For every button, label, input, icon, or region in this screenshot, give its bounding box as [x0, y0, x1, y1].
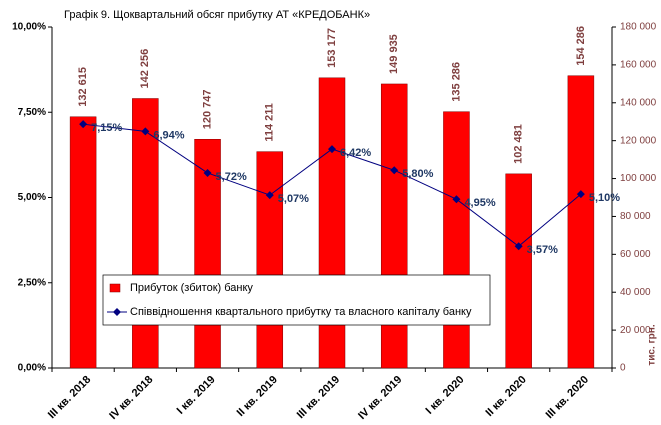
bar [567, 75, 595, 369]
line-marker [265, 191, 274, 200]
line-marker [576, 190, 585, 199]
x-tick-label: III кв. 2019 [295, 374, 342, 421]
x-tick-label: IV кв. 2018 [107, 374, 155, 422]
bar-value-label: 132 615 [77, 67, 89, 107]
bar [380, 83, 408, 369]
bar-value-label: 114 211 [264, 103, 276, 142]
x-tick-label: II кв. 2020 [484, 374, 529, 419]
y2-tick-label: 180 000 [620, 22, 657, 33]
line-value-label: 4,95% [464, 197, 495, 209]
legend-label: Прибуток (збиток) банку [130, 282, 253, 294]
x-tick-label: I кв. 2020 [424, 374, 467, 417]
y2-tick-label: 60 000 [620, 249, 651, 260]
legend-box [102, 274, 491, 326]
line-value-label: 5,80% [402, 168, 433, 180]
y-tick-label: 0,00% [18, 363, 46, 374]
line-marker [452, 195, 461, 204]
line-value-label: 7,15% [91, 122, 122, 134]
line-value-label: 5,10% [589, 192, 620, 204]
y-tick-label: 2,50% [18, 277, 46, 288]
y2-tick-label: 20 000 [620, 325, 651, 336]
line-marker [514, 242, 523, 251]
chart-title: Графік 9. Щоквартальний обсяг прибутку А… [64, 9, 370, 21]
y2-tick-label: 160 000 [620, 60, 657, 71]
line-value-label: 6,94% [153, 129, 184, 141]
bar [505, 173, 532, 369]
bar [443, 111, 470, 369]
bar-value-label: 102 481 [513, 124, 525, 164]
bar-value-label: 135 286 [450, 62, 462, 102]
y2-axis-label: тис. грн. [647, 324, 658, 365]
y2-tick-label: 80 000 [620, 211, 651, 222]
x-tick-label: I кв. 2019 [175, 374, 218, 417]
legend-label: Співвідношення квартального прибутку та … [130, 306, 472, 318]
bar-value-label: 153 177 [326, 28, 338, 68]
line-marker [390, 166, 399, 175]
y2-tick-label: 120 000 [620, 135, 657, 146]
y-tick-label: 10,00% [12, 22, 46, 33]
line-value-label: 3,57% [527, 244, 558, 256]
bar-value-label: 120 747 [201, 89, 213, 129]
x-tick-label: III кв. 2020 [544, 374, 591, 421]
y-tick-label: 5,00% [18, 192, 46, 203]
line-marker [141, 127, 150, 136]
y2-tick-label: 0 [620, 363, 626, 374]
bar [194, 139, 221, 369]
bar [69, 116, 97, 369]
bar-value-label: 149 935 [388, 34, 400, 74]
line-value-label: 5,72% [216, 171, 247, 183]
legend-marker [113, 308, 121, 316]
line-value-label: 6,42% [340, 147, 371, 159]
y2-tick-label: 140 000 [620, 97, 657, 108]
line-marker [79, 120, 88, 129]
line-value-label: 5,07% [278, 193, 309, 205]
bar-value-label: 142 256 [139, 49, 151, 89]
line-marker [328, 145, 336, 154]
bar-value-label: 154 286 [575, 26, 587, 66]
bar [256, 151, 284, 369]
y2-tick-label: 100 000 [620, 173, 657, 184]
x-tick-label: II кв. 2019 [235, 374, 280, 419]
y2-tick-label: 40 000 [620, 287, 651, 298]
legend-swatch [109, 283, 121, 293]
x-tick-label: IV кв. 2019 [356, 374, 404, 422]
x-tick-label: III кв. 2018 [46, 374, 93, 421]
line-marker [203, 168, 212, 177]
y-tick-label: 7,50% [18, 107, 46, 118]
